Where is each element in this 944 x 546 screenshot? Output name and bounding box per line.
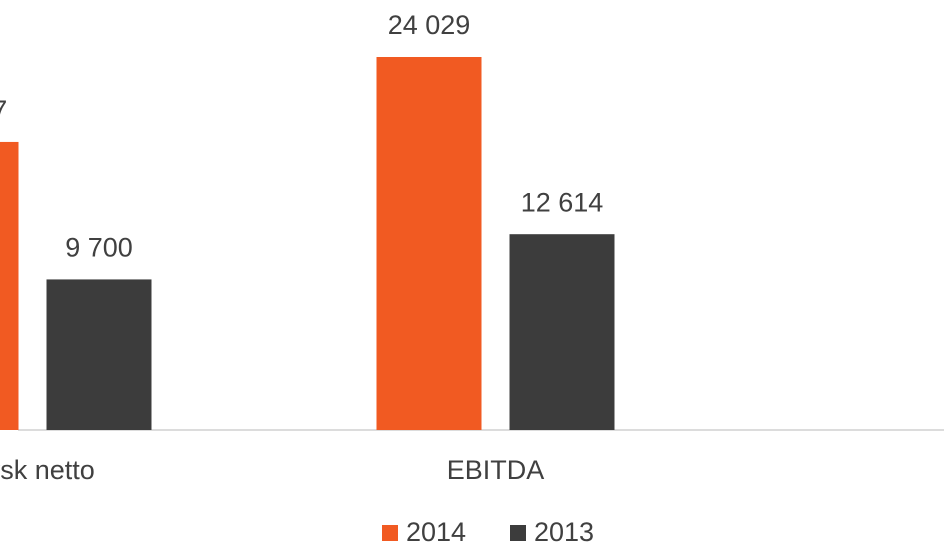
bar (46, 279, 152, 430)
bar (509, 234, 615, 430)
bar (376, 57, 482, 430)
x-tick-label: EBITDA (447, 455, 545, 485)
legend-label: 2014 (406, 517, 466, 546)
data-label: 24 029 (388, 10, 471, 40)
data-label: 9 700 (65, 233, 133, 263)
legend-swatch (510, 525, 526, 541)
legend-swatch (382, 525, 398, 541)
bar (0, 141, 19, 431)
x-tick-label: Zysk netto (0, 455, 95, 485)
legend-label: 2013 (534, 517, 594, 546)
data-label: 18 557 (0, 95, 7, 125)
data-label: 12 614 (521, 187, 604, 217)
